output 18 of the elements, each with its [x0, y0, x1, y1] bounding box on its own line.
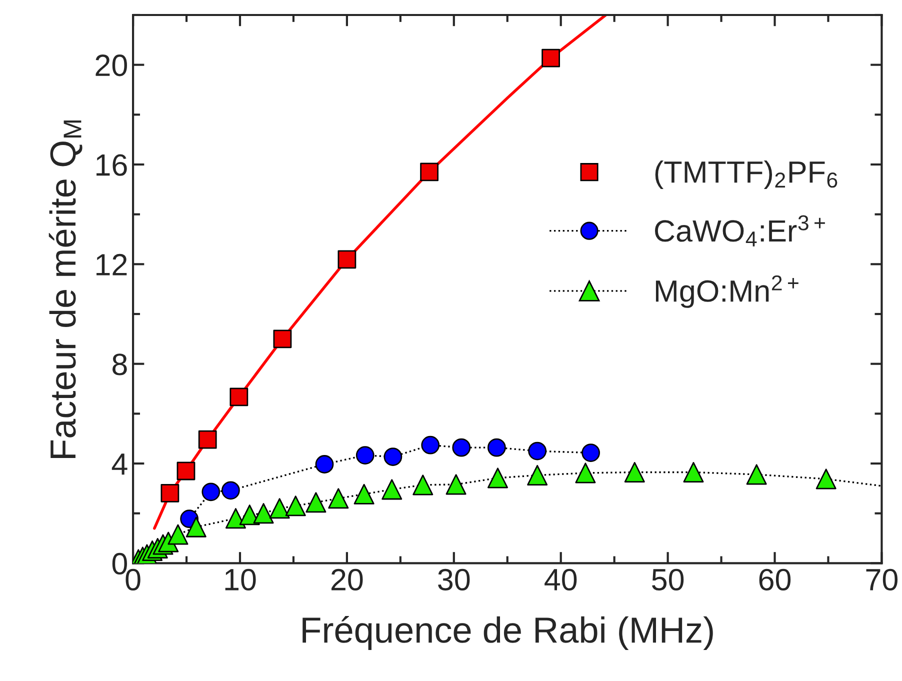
y-tick-label: 0: [112, 552, 127, 575]
x-tick-label: 10: [225, 568, 256, 590]
y-tick-label: 16: [96, 154, 127, 176]
x-tick-label: 70: [866, 568, 898, 590]
y-axis-title: Facteur de mérite Q$_{M}$: [48, 120, 82, 458]
y-tick-label: 20: [96, 54, 127, 76]
y-tick-label: 12: [96, 254, 127, 276]
legend-label: MgO:Mn$^{2+}$: [656, 275, 798, 308]
x-tick-label: 50: [652, 568, 684, 590]
legend-label: (TMTTF)$_{2}$PF$_{6}$: [655, 160, 838, 189]
y-tick-label: 8: [112, 354, 127, 376]
x-tick-label: 60: [759, 568, 791, 590]
legend-label: CaWO$_{4}$:Er$^{3+}$: [655, 215, 825, 246]
x-tick-label: 40: [544, 568, 577, 590]
y-tick-label: 4: [112, 454, 128, 475]
x-tick-label: 30: [438, 568, 470, 590]
x-axis-title: Fréquence de Rabi (MHz): [302, 616, 713, 650]
x-tick-label: 20: [331, 568, 363, 590]
